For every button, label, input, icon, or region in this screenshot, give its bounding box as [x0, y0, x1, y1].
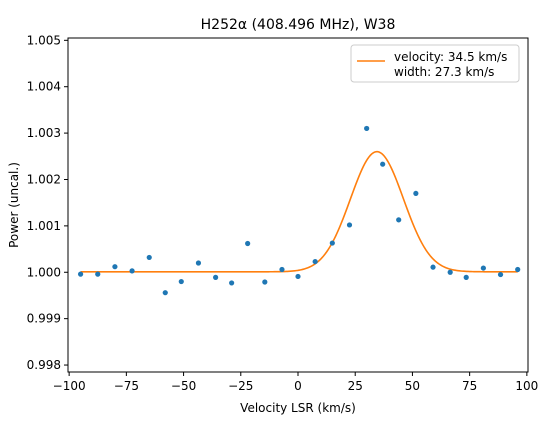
data-point [162, 290, 168, 296]
data-point [413, 190, 419, 197]
data-point [129, 268, 135, 274]
fit-line [80, 150, 518, 273]
y-tick-label: 1.001 [27, 219, 61, 233]
data-point [463, 274, 469, 280]
data-point [329, 240, 335, 246]
data-point [364, 125, 370, 132]
y-tick-label: 1.003 [27, 126, 61, 140]
x-tick-label: −50 [171, 379, 196, 393]
x-tick-label: −75 [114, 379, 139, 393]
data-point [229, 280, 235, 286]
data-point [95, 271, 101, 277]
data-point [213, 274, 219, 280]
y-tick-label: 1.005 [27, 33, 61, 47]
data-point [279, 266, 285, 273]
data-point [77, 271, 84, 277]
data-point [112, 264, 118, 270]
y-tick-label: 0.999 [27, 312, 61, 326]
x-tick-label: −25 [228, 379, 253, 393]
legend-fit-label-line1: velocity: 34.5 km/s [394, 50, 507, 64]
legend-box [350, 44, 520, 83]
x-tick-label: 25 [348, 379, 363, 393]
data-point [146, 254, 152, 261]
x-axis-label: Velocity LSR (km/s) [240, 401, 356, 415]
x-axis: −100 −75 −50 −25 0 25 50 75 100 [53, 372, 538, 393]
data-point [295, 273, 301, 280]
data-point [245, 240, 251, 247]
legend-fit-label-line2: width: 27.3 km/s [394, 65, 494, 79]
y-tick-label: 1.000 [27, 265, 61, 279]
y-tick-label: 1.004 [27, 80, 61, 94]
data-point [396, 217, 402, 223]
y-axis-label: Power (uncal.) [7, 162, 21, 248]
y-tick-label: 1.002 [27, 172, 61, 186]
data-point [380, 161, 386, 167]
x-tick-label: 100 [515, 379, 538, 393]
data-points [77, 125, 521, 296]
data-point [195, 260, 202, 266]
plot-area [67, 37, 529, 373]
x-tick-label: 75 [462, 379, 477, 393]
y-axis: 0.998 0.999 1.000 1.001 1.002 1.003 1.004 1.005 [27, 33, 68, 372]
data-point [312, 258, 318, 265]
data-point [447, 269, 453, 275]
data-point [515, 266, 521, 273]
chart-title: H252α (408.496 MHz), W38 [201, 17, 396, 33]
data-point [178, 278, 184, 285]
data-point [430, 264, 436, 270]
data-point [480, 265, 486, 271]
y-tick-label: 0.998 [27, 358, 61, 372]
data-point [497, 271, 504, 278]
plot-frame [67, 37, 529, 373]
data-point [346, 222, 353, 228]
data-point [262, 279, 268, 285]
x-tick-label: 0 [294, 379, 302, 393]
legend: velocity: 34.5 km/s width: 27.3 km/s [350, 44, 520, 83]
x-tick-label: −100 [53, 379, 86, 393]
x-tick-label: 50 [405, 379, 420, 393]
